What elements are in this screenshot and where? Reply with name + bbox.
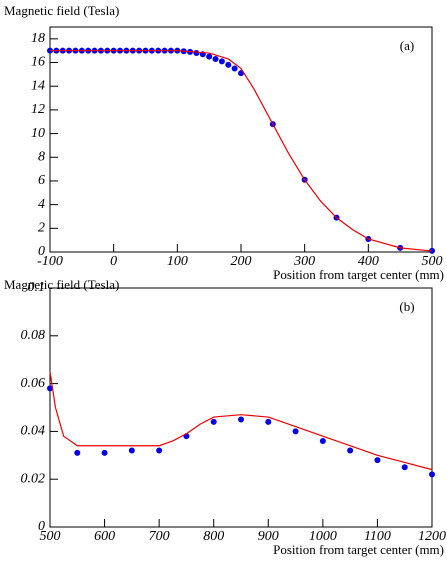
y-tick-label: 10: [31, 126, 45, 141]
y-tick-label: 0.02: [21, 471, 46, 486]
x-tick-label: 1200: [418, 529, 446, 544]
x-tick-label: 500: [422, 254, 443, 269]
data-point: [319, 437, 326, 444]
y-tick-label: 8: [38, 149, 45, 164]
x-tick-label: 500: [40, 529, 61, 544]
x-tick-label: 900: [258, 529, 279, 544]
fit-curve: [49, 371, 433, 471]
x-tick-label: 400: [358, 254, 379, 269]
data-point: [210, 418, 217, 425]
y-tick-label: 0.08: [21, 328, 46, 343]
x-tick-label: 200: [231, 254, 252, 269]
x-tick-label: 1100: [364, 529, 391, 544]
data-point: [47, 385, 53, 392]
y-tick-label: 14: [31, 78, 45, 93]
y-tick-label: 6: [38, 173, 45, 188]
y-tick-label: 18: [31, 31, 45, 46]
plot-frame: [49, 26, 433, 253]
x-tick-label: -100: [37, 254, 63, 269]
data-point: [212, 55, 219, 62]
x-tick-label: 0: [110, 254, 117, 269]
data-point: [74, 449, 81, 456]
x-tick-label: 800: [203, 529, 224, 544]
data-point: [128, 447, 135, 454]
x-tick-label: 700: [149, 529, 170, 544]
data-point: [156, 447, 163, 454]
y-tick-label: 0.04: [21, 424, 46, 439]
fit-curve: [50, 50, 433, 252]
data-point: [101, 449, 108, 456]
y-tick-label: 16: [31, 55, 45, 70]
x-tick-label: 300: [293, 254, 315, 269]
plot-frame: [49, 287, 433, 528]
panel-label: (b): [399, 299, 414, 314]
data-point: [231, 65, 238, 72]
data-point: [265, 418, 272, 425]
x-tick-label: 1000: [309, 529, 337, 544]
y-axis-title: Magnetic field (Tesla): [4, 3, 119, 18]
y-tick-label: 12: [31, 102, 45, 117]
data-point: [347, 447, 354, 454]
data-point: [206, 53, 213, 60]
data-point: [292, 428, 299, 435]
y-axis-title: Magnetic field (Tesla): [4, 277, 119, 292]
x-tick-label: 100: [167, 254, 188, 269]
data-point: [193, 50, 200, 57]
x-axis-title: Position from target center (mm): [273, 267, 444, 282]
y-tick-label: 0: [38, 519, 45, 534]
y-tick-label: 0: [38, 244, 45, 259]
y-tick-label: 4: [38, 197, 45, 212]
y-tick-label: 2: [38, 221, 45, 236]
data-point: [374, 457, 381, 464]
x-tick-label: 600: [94, 529, 115, 544]
data-point: [401, 464, 408, 471]
data-point: [429, 471, 435, 478]
panel-label: (a): [400, 38, 414, 53]
data-point: [218, 58, 225, 65]
y-tick-label: 0.1: [28, 280, 46, 295]
x-axis-title: Position from target center (mm): [273, 542, 444, 557]
y-tick-label: 0.06: [21, 376, 46, 391]
data-point: [238, 416, 244, 423]
data-point: [225, 61, 232, 68]
